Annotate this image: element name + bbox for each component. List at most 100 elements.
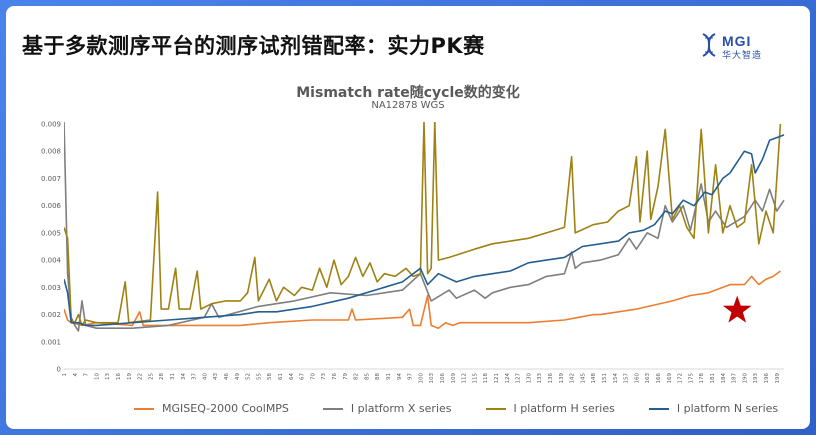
logo-text: MGI [722,33,752,49]
page-title: 基于多款测序平台的测序试剂错配率：实力PK赛 [22,34,485,58]
legend-swatch [134,407,154,410]
legend-label: I platform N series [676,402,779,415]
x-tick-label: 139 [559,373,565,384]
x-tick-label: 166 [656,373,662,384]
x-tick-label: 64 [289,373,295,380]
x-tick-label: 187 [732,373,738,384]
x-tick-label: 163 [645,373,651,384]
y-tick-label: 0.002 [41,311,61,319]
x-tick-label: 160 [634,373,640,384]
x-tick-label: 151 [602,373,608,384]
legend-swatch [485,407,506,410]
x-tick-label: 190 [742,373,748,384]
x-tick-label: 100 [418,373,424,384]
legend-label: I platform X series [350,402,452,415]
x-tick-label: 169 [667,373,673,384]
y-tick-label: 0 [57,366,61,374]
y-tick-label: 0.001 [41,338,61,346]
x-tick-label: 49 [235,373,241,380]
x-tick-label: 25 [148,373,154,380]
x-tick-label: 28 [159,373,165,380]
x-tick-label: 145 [580,373,586,384]
x-tick-label: 142 [570,373,576,384]
x-tick-label: 67 [300,373,306,380]
logo-subtext: 华大智造 [722,51,763,61]
x-tick-label: 118 [483,373,489,384]
legend-swatch [322,407,343,410]
legend-item: I platform N series [648,402,779,415]
legend-label: MGISEQ-2000 CoolMPS [162,402,289,415]
x-tick-label: 55 [256,373,262,380]
legend-item: MGISEQ-2000 CoolMPS [134,402,289,415]
x-tick-label: 196 [764,373,770,384]
star-icon [722,295,752,323]
x-tick-label: 58 [267,373,273,380]
x-tick-label: 7 [84,373,90,377]
y-tick-label: 0.008 [41,148,61,156]
x-tick-label: 175 [688,373,694,384]
x-tick-label: 85 [364,373,370,380]
chart-title: Mismatch rate随cycle数的变化 [296,85,520,101]
series-line [64,122,782,327]
dna-icon [702,33,716,57]
legend-item: I platform H series [485,402,615,415]
slide-card: 基于多款测序平台的测序试剂错配率：实力PK赛 MGI 华大智造 Mismatch… [6,6,810,429]
x-tick-label: 88 [375,373,381,380]
series-line [64,270,781,329]
x-tick-label: 115 [472,373,478,384]
x-tick-label: 94 [397,373,403,380]
mgi-logo: MGI 华大智造 [700,32,780,61]
x-tick-label: 52 [246,373,252,380]
x-tick-label: 199 [775,373,781,384]
x-tick-label: 82 [354,373,360,380]
x-tick-label: 22 [138,373,144,380]
x-tick-label: 4 [73,373,79,377]
x-tick-label: 70 [310,373,316,380]
x-tick-label: 124 [505,373,511,384]
x-tick-label: 112 [462,373,468,384]
x-tick-label: 121 [494,373,500,384]
x-tick-label: 19 [127,373,133,380]
x-tick-label: 109 [451,373,457,384]
x-tick-label: 130 [526,373,532,384]
x-tick-label: 73 [321,373,327,380]
legend-item: I platform X series [322,402,452,415]
legend-swatch [648,407,669,410]
x-tick-label: 157 [624,373,630,384]
x-tick-label: 34 [181,373,187,380]
legend-label: I platform H series [513,402,615,415]
x-tick-label: 76 [332,373,338,380]
x-tick-label: 106 [440,373,446,384]
x-tick-label: 79 [343,373,349,380]
x-tick-label: 91 [386,373,392,380]
y-tick-label: 0.003 [41,284,61,292]
x-tick-label: 43 [213,373,219,380]
x-tick-label: 31 [170,373,176,380]
y-tick-label: 0.004 [41,257,62,265]
x-tick-label: 136 [548,373,554,384]
x-tick-label: 127 [516,373,522,384]
y-tick-label: 0.006 [41,202,62,210]
x-tick-label: 13 [105,373,111,380]
x-tick-label: 10 [94,373,100,380]
x-tick-label: 181 [710,373,716,384]
chart-legend: MGISEQ-2000 CoolMPS I platform X series I … [134,402,778,415]
x-tick-label: 16 [116,373,122,380]
x-tick-label: 184 [721,373,727,384]
x-tick-label: 40 [202,373,208,380]
y-tick-label: 0.007 [41,175,61,183]
line-chart: 0 0.001 0.002 0.003 0.004 0.005 0.006 0.007 0.00… [41,121,785,384]
x-tick-label: 103 [429,373,435,384]
x-tick-label: 37 [192,373,198,380]
series-line [64,134,785,327]
y-tick-label: 0.005 [41,229,61,237]
x-tick-label: 148 [591,373,597,384]
x-tick-label: 178 [699,373,705,384]
x-tick-label: 193 [753,373,759,384]
x-tick-label: 154 [613,373,619,384]
x-tick-label: 1 [62,373,68,377]
y-tick-label: 0.009 [41,121,61,129]
x-tick-label: 46 [224,373,230,380]
x-tick-label: 172 [678,373,684,384]
x-tick-label: 61 [278,373,284,380]
